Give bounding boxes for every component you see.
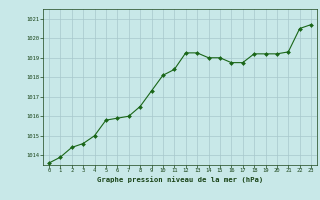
X-axis label: Graphe pression niveau de la mer (hPa): Graphe pression niveau de la mer (hPa) xyxy=(97,176,263,183)
